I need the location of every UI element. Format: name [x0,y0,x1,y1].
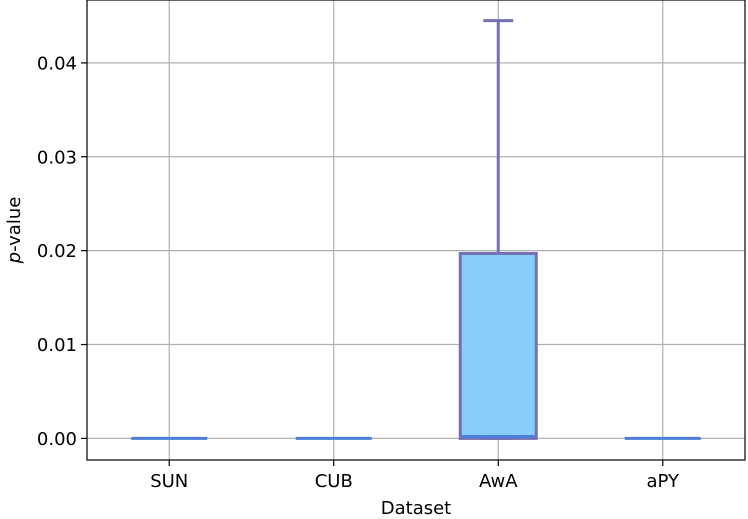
box-body [458,251,538,440]
x-tick-label: AwA [479,471,518,492]
y-tick-label: 0.04 [37,53,77,74]
boxes [131,19,701,440]
y-tick-label: 0.01 [37,335,77,356]
ticks: 0.00 0.01 0.02 0.03 0.04 SUN CUB AwA aPY [37,53,680,492]
y-tick-label: 0.03 [37,147,77,168]
y-axis-label-italic: p [4,252,25,264]
x-tick-label: SUN [150,471,188,492]
y-tick-label: 0.00 [37,429,77,450]
x-tick-label: CUB [315,471,353,492]
plot-frame [86,0,746,461]
box-awa [458,19,538,440]
x-axis-label: Dataset [381,498,452,519]
grid-lines [87,0,745,460]
y-axis-label-rest: -value [4,197,25,252]
y-tick-label: 0.02 [37,241,77,262]
x-tick-label: aPY [647,471,680,492]
y-axis-label: p-value [4,197,25,265]
